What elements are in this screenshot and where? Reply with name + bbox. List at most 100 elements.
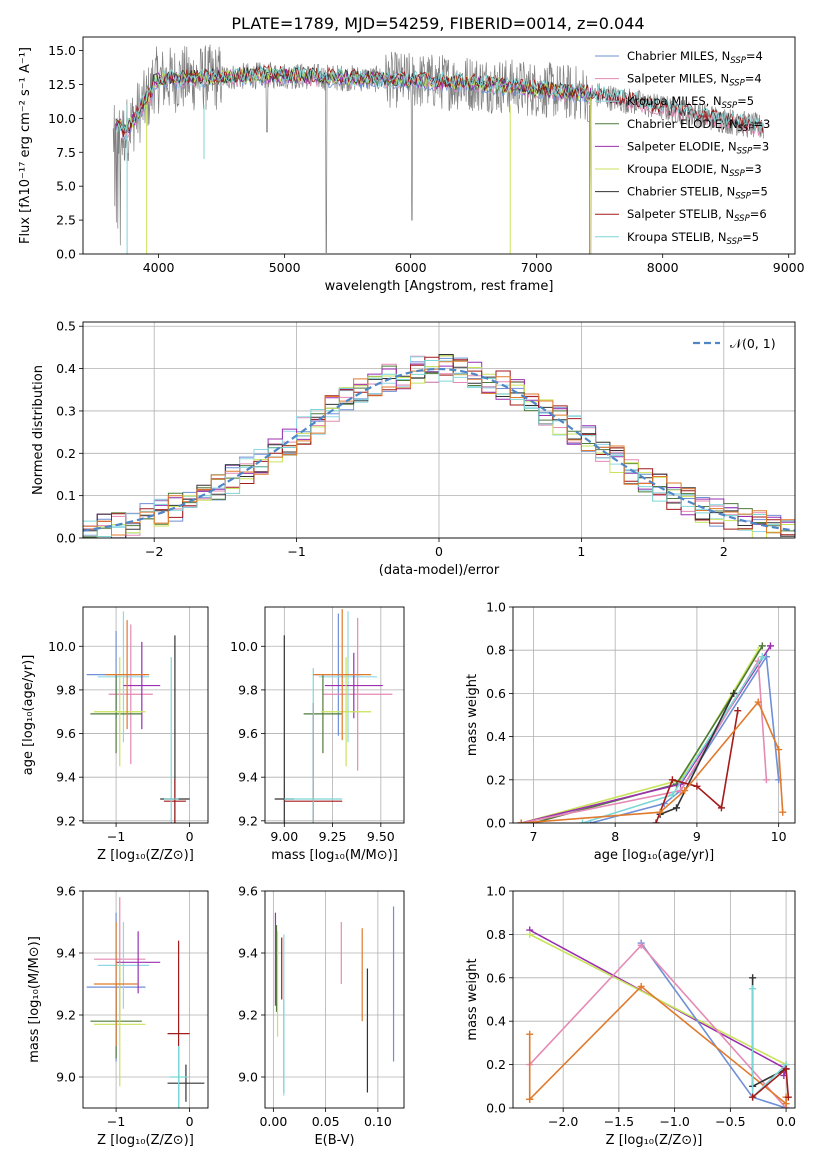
histogram-steps-salpeter_stelib xyxy=(83,356,795,536)
age_vs_Z-ytick-label: 10.0 xyxy=(48,639,76,654)
mass_vs_Z-point-salpeter_elodie xyxy=(116,931,161,994)
spectrum-legend: Chabrier MILES, NSSP=4 Salpeter MILES, NS… xyxy=(595,49,770,247)
residuals-legend: 𝒩(0, 1) xyxy=(693,336,776,351)
age_vs_mass-ytick-label: 10.0 xyxy=(230,639,258,654)
massweight_vs_age-line-chabrier_miles xyxy=(590,654,780,823)
figure-title: PLATE=1789, MJD=54259, FIBERID=0014, z=0… xyxy=(231,14,644,33)
mass_vs_ebv-ytick-label: 9.4 xyxy=(238,946,258,961)
massweight_vs_age-marker-chabrier_stelib xyxy=(730,689,738,697)
massweight_vs_age-marker-kroupa_stelib xyxy=(668,791,676,799)
massweight_vs_Z-marker-kroupa_elodie xyxy=(526,930,534,938)
age_vs_Z-xtick-label: 0 xyxy=(186,829,194,844)
age_vs_Z-point-kroupa_miles xyxy=(97,611,150,743)
spectrum-xtick-label: 6000 xyxy=(395,260,427,275)
age_vs_mass-point-kroupa_miles xyxy=(319,611,377,743)
legend-entry-chabrier_miles: Chabrier MILES, NSSP=4 xyxy=(627,49,763,66)
spectrum-ytick-label: 5.0 xyxy=(56,179,76,194)
histogram-steps-chabrier_stelib xyxy=(83,354,795,538)
residuals-ytick-label: 0.5 xyxy=(56,319,76,334)
age_vs_Z-point-salpeter_miles xyxy=(108,624,153,765)
spectrum-xlabel: wavelength [Angstrom, rest frame] xyxy=(325,279,554,294)
mass_vs_ebv-ytick-label: 9.6 xyxy=(238,884,258,899)
massweight_vs_Z-line-salpeter_miles xyxy=(529,944,787,1108)
mass_vs_ebv-xtick-label: 0.10 xyxy=(364,1114,392,1129)
mass_vs_Z-point-kroupa_elodie xyxy=(94,962,146,1087)
residuals-panel: −2 −1 0 1 2 0.0 0.1 0.2 0.3 0.4 0.5 (data-model)/er… xyxy=(31,319,796,578)
massweight_vs_age-line-salpeter_miles xyxy=(521,658,768,823)
age_vs_Z-panel: −1 0 9.2 9.4 9.6 9.8 10.0 Z [log₁₀(Z/Z⊙)] age [l… xyxy=(21,606,209,863)
histogram-steps-kroupa_elodie xyxy=(83,355,795,538)
spectrum-panel: 4000 5000 6000 7000 8000 9000 0.0 2.5 5.0 7.5 10.0… xyxy=(18,36,805,294)
massweight_vs_age-xtick-label: 10 xyxy=(771,829,787,844)
age_vs_Z-xlabel: Z [log₁₀(Z/Z⊙)] xyxy=(97,848,194,863)
massweight_vs_Z-marker-salpeter_stelib xyxy=(782,1065,790,1073)
age_vs_mass-frame xyxy=(264,606,405,824)
residuals-xtick-label: 0 xyxy=(435,544,443,559)
massweight_vs_Z-ylabel: mass weight xyxy=(465,958,480,1040)
mass_vs_Z-ytick-label: 9.0 xyxy=(56,1070,76,1085)
residuals-ytick-label: 0.3 xyxy=(56,403,76,418)
age_vs_mass-ytick-label: 9.8 xyxy=(238,682,258,697)
massweight_vs_Z-xtick-label: −2.0 xyxy=(548,1114,578,1129)
age_vs_Z-point-orange xyxy=(105,620,150,730)
age_vs_Z-point-kroupa_stelib xyxy=(163,657,179,823)
mass_vs_Z-point-orange xyxy=(94,922,139,1046)
massweight_vs_age-panel: 7 8 9 10 0.0 0.2 0.4 0.6 0.8 1.0 age [log₁₀(age/yr… xyxy=(465,600,796,863)
massweight_vs_Z-line-salpeter_elodie xyxy=(529,929,788,1076)
massweight_vs_Z-plot-area xyxy=(526,926,792,1108)
age_vs_mass-ytick-label: 9.6 xyxy=(238,726,258,741)
age_vs_mass-point-salpeter_elodie xyxy=(324,652,383,719)
massweight_vs_age-frame xyxy=(512,606,796,824)
spectrum-xtick-label: 4000 xyxy=(143,260,175,275)
massweight_vs_age-plot-area xyxy=(517,642,787,823)
massweight_vs_age-line-chabrier_elodie xyxy=(533,645,763,823)
massweight_vs_Z-marker-orange xyxy=(782,1100,790,1108)
mass_vs_ebv-xtick-label: 0.05 xyxy=(312,1114,340,1129)
residuals-ylabel: Normed distribution xyxy=(31,365,46,495)
residuals-ytick-label: 0.0 xyxy=(56,531,76,546)
age_vs_Z-ytick-label: 9.2 xyxy=(56,813,76,828)
age_vs_Z-point-kroupa_elodie xyxy=(94,657,146,767)
massweight_vs_Z-ytick-label: 0.6 xyxy=(486,970,506,985)
mass_vs_Z-ylabel: mass [log₁₀(M/M⊙)] xyxy=(27,936,42,1063)
legend-entry-salpeter_elodie: Salpeter ELODIE, NSSP=3 xyxy=(627,139,769,156)
massweight_vs_Z-marker-orange xyxy=(637,982,645,990)
massweight_vs_age-ytick-label: 0.4 xyxy=(486,729,506,744)
massweight_vs_age-xtick-label: 8 xyxy=(611,829,619,844)
mass_vs_Z-frame xyxy=(82,890,209,1109)
massweight_vs_Z-xtick-label: 0.0 xyxy=(776,1114,796,1129)
age_vs_mass-xtick-label: 9.50 xyxy=(367,829,395,844)
massweight_vs_Z-ytick-label: 0.2 xyxy=(486,1057,506,1072)
age_vs_mass-point-chabrier_elodie xyxy=(303,674,343,754)
massweight_vs_Z-frame xyxy=(512,890,796,1109)
massweight_vs_Z-xtick-label: −0.5 xyxy=(715,1114,745,1129)
mass_vs_Z-xlabel: Z [log₁₀(Z/Z⊙)] xyxy=(97,1133,194,1148)
spectrum-plot-area xyxy=(112,44,764,254)
residuals-ytick-label: 0.2 xyxy=(56,446,76,461)
age_vs_mass-point-kroupa_stelib xyxy=(284,668,343,823)
spectrum-ytick-label: 7.5 xyxy=(56,145,76,160)
massweight_vs_Z-panel: −2.0 −1.5 −1.0 −0.5 0.0 0.0 0.2 0.4 0.6 0.8 1.0 Z [… xyxy=(465,884,796,1149)
massweight_vs_age-marker-salpeter_stelib xyxy=(693,782,701,790)
legend-entry-salpeter_stelib: Salpeter STELIB, NSSP=6 xyxy=(627,207,767,224)
massweight_vs_Z-marker-salpeter_stelib xyxy=(749,1093,757,1101)
massweight_vs_age-marker-kroupa_stelib xyxy=(758,653,766,661)
massweight_vs_age-marker-orange xyxy=(656,808,664,816)
massweight_vs_age-xtick-label: 7 xyxy=(529,829,537,844)
mass_vs_ebv-panel: 0.00 0.05 0.10 9.0 9.2 9.4 9.6 E(B-V) xyxy=(238,884,405,1148)
massweight_vs_Z-marker-chabrier_stelib xyxy=(749,974,757,982)
massweight_vs_age-marker-salpeter_stelib xyxy=(652,819,660,823)
massweight_vs_age-marker-kroupa_stelib xyxy=(578,819,586,823)
age_vs_mass-point-salpeter_miles xyxy=(322,617,393,771)
legend-entry-chabrier_elodie: Chabrier ELODIE, NSSP=3 xyxy=(627,117,770,134)
legend-entry-kroupa_elodie: Kroupa ELODIE, NSSP=3 xyxy=(627,162,762,179)
age_vs_mass-ytick-label: 9.2 xyxy=(238,813,258,828)
spectrum-frame xyxy=(82,36,796,255)
histogram-steps-kroupa_miles xyxy=(83,356,795,538)
massweight_vs_age-ytick-label: 0.0 xyxy=(486,816,506,831)
age_vs_mass-xtick-label: 9.00 xyxy=(270,829,298,844)
age_vs_mass-point-kroupa_elodie xyxy=(320,657,372,767)
age_vs_Z-frame xyxy=(82,606,209,824)
massweight_vs_age-xlabel: age [log₁₀(age/yr)] xyxy=(594,848,715,863)
